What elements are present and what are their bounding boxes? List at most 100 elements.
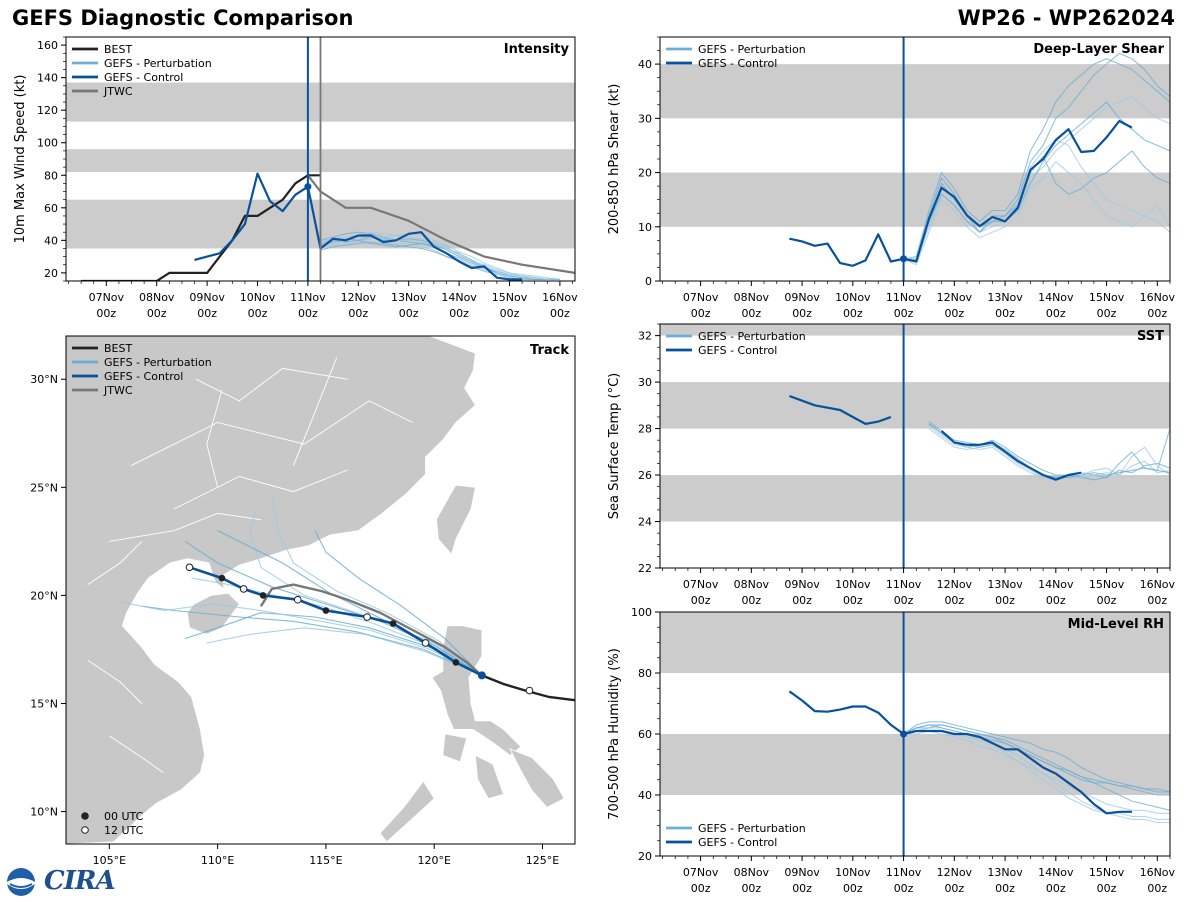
intensity-xtick-label: 00z — [197, 307, 217, 320]
rh-xtick-label: 14Nov — [1038, 866, 1074, 879]
mindoro-island — [442, 733, 468, 763]
track-legend-marker-label: 12 UTC — [104, 824, 144, 837]
shear-xtick-label: 13Nov — [987, 291, 1023, 304]
shear-xtick-label: 00z — [894, 307, 914, 320]
rh-xtick-label: 00z — [894, 882, 914, 895]
track-marker-12utc — [293, 595, 302, 604]
sst-xtick-label: 12Nov — [937, 578, 973, 591]
shear-xtick-label: 00z — [1147, 307, 1167, 320]
intensity-xtick-label: 07Nov — [89, 291, 125, 304]
shear-xtick-label: 00z — [741, 307, 761, 320]
intensity-ytick-label: 160 — [37, 39, 58, 52]
rh-xtick-label: 00z — [1046, 882, 1066, 895]
intensity-legend-label: GEFS - Control — [104, 71, 183, 84]
intensity-ylabel: 10m Max Wind Speed (kt) — [13, 75, 28, 244]
intensity-best-line — [81, 174, 321, 281]
intensity-xtick-label: 11Nov — [290, 291, 326, 304]
sst-legend-label: GEFS - Perturbation — [698, 330, 806, 343]
sst-xtick-label: 08Nov — [734, 578, 770, 591]
rh-xtick-label: 07Nov — [683, 866, 719, 879]
shear-xtick-label: 00z — [1046, 307, 1066, 320]
track-marker-00utc — [218, 574, 226, 582]
intensity-xtick-label: 00z — [550, 307, 570, 320]
intensity-legend-label: JTWC — [103, 85, 133, 98]
noaa-logo-icon — [7, 868, 35, 896]
rh-perturbation-line — [903, 721, 1170, 793]
shear-xtick-label: 15Nov — [1089, 291, 1125, 304]
intensity-legend-label: BEST — [104, 43, 132, 56]
shear-band-0 — [660, 172, 1170, 227]
rh-xtick-label: 12Nov — [937, 866, 973, 879]
rh-xtick-label: 00z — [741, 882, 761, 895]
rh-xtick-label: 10Nov — [835, 866, 871, 879]
rh-xtick-label: 00z — [995, 882, 1015, 895]
track-perturbation-line — [119, 601, 483, 676]
shear-perturbation-line — [903, 139, 1170, 260]
taiwan-island — [435, 484, 476, 556]
intensity-xtick-label: 15Nov — [492, 291, 528, 304]
rh-title: Mid-Level RH — [1068, 617, 1164, 632]
intensity-jtwc-line — [307, 174, 575, 274]
sst-perturbation-line — [928, 423, 1170, 478]
rh-band-0 — [660, 734, 1170, 795]
sst-frame — [659, 323, 1171, 569]
shear-xtick-label: 00z — [944, 307, 964, 320]
rh-ytick-label: 40 — [638, 789, 652, 802]
rh-ytick-label: 80 — [638, 667, 652, 680]
track-legend-label: BEST — [104, 342, 132, 355]
rh-xtick-label: 00z — [843, 882, 863, 895]
intensity-xtick-label: 12Nov — [341, 291, 377, 304]
sst-perturbation-line — [928, 428, 1170, 481]
sst-perturbation-line — [928, 423, 1170, 478]
shear-ytick-label: 0 — [645, 275, 652, 288]
track-ytick-label: 15°N — [30, 697, 58, 710]
intensity-series-group — [81, 172, 575, 281]
track-marker-12utc — [363, 613, 371, 621]
samar-island — [509, 748, 565, 808]
shear-band-1 — [660, 64, 1170, 119]
track-ytick-label: 30°N — [30, 373, 58, 386]
shear-xtick-label: 14Nov — [1038, 291, 1074, 304]
intensity-xtick-label: 00z — [449, 307, 469, 320]
rh-xtick-label: 00z — [1097, 882, 1117, 895]
intensity-legend-label: GEFS - Perturbation — [104, 57, 212, 70]
intensity-ytick-label: 80 — [44, 169, 58, 182]
shear-xtick-label: 00z — [691, 307, 711, 320]
shear-init-point — [900, 255, 908, 263]
province-border — [206, 389, 223, 488]
sst-control-line — [789, 394, 892, 425]
rh-init-point — [900, 730, 908, 738]
hainan-island — [186, 592, 240, 635]
sst-ytick-label: 26 — [638, 469, 652, 482]
intensity-xtick-label: 00z — [248, 307, 268, 320]
intensity-ytick-label: 140 — [37, 72, 58, 85]
intensity-xtick-label: 00z — [298, 307, 318, 320]
intensity-xtick-label: 00z — [399, 307, 419, 320]
track-ytick-label: 20°N — [30, 589, 58, 602]
shear-panel: 0 10 20 30 40 07Nov 00z 08Nov 00z 09Nov 00z 10Nov 00… — [607, 36, 1176, 320]
shear-xtick-label: 07Nov — [683, 291, 719, 304]
sst-xtick-label: 00z — [741, 594, 761, 607]
intensity-xtick-label: 09Nov — [189, 291, 225, 304]
shear-series-group — [789, 52, 1170, 267]
sst-xtick-label: 00z — [944, 594, 964, 607]
track-perturbation-line — [141, 605, 483, 676]
rh-xtick-label: 15Nov — [1089, 866, 1125, 879]
shear-xtick-label: 16Nov — [1140, 291, 1176, 304]
sst-xtick-label: 00z — [1046, 594, 1066, 607]
track-legend-label: GEFS - Perturbation — [104, 356, 212, 369]
intensity-ytick-label: 100 — [37, 137, 58, 150]
intensity-xtick-label: 08Nov — [139, 291, 175, 304]
intensity-control-line — [194, 172, 523, 281]
rh-series-group — [788, 690, 1170, 824]
track-marker-12utc — [525, 686, 534, 695]
sst-xtick-label: 00z — [894, 594, 914, 607]
rh-panel: 20 40 60 80 100 07Nov 00z 08Nov 00z 09Nov 00z 10Nov… — [607, 606, 1176, 895]
intensity-ytick-label: 120 — [37, 104, 58, 117]
rh-xtick-label: 00z — [944, 882, 964, 895]
sst-band-1 — [660, 382, 1170, 429]
intensity-init-point — [304, 183, 312, 191]
track-marker-12utc — [421, 639, 430, 647]
track-title: Track — [530, 343, 569, 358]
